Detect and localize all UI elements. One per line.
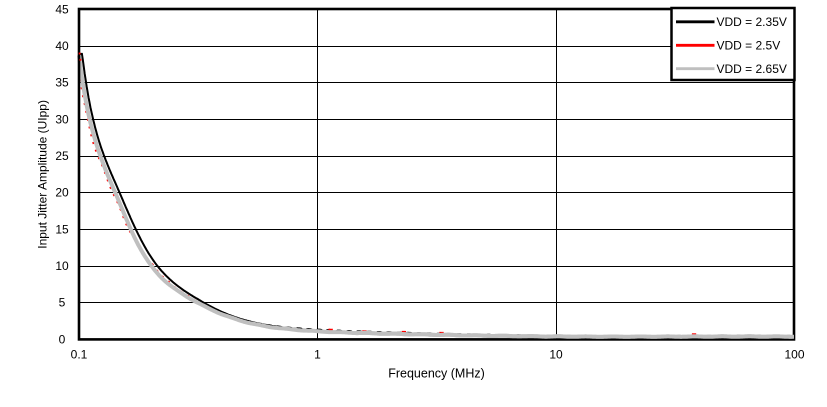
svg-text:10: 10 — [549, 348, 563, 362]
svg-text:20: 20 — [55, 186, 69, 200]
svg-text:100: 100 — [784, 348, 804, 362]
svg-text:Frequency (MHz): Frequency (MHz) — [388, 367, 485, 381]
svg-text:35: 35 — [55, 76, 69, 90]
svg-text:0.1: 0.1 — [71, 348, 88, 362]
svg-text:1: 1 — [314, 348, 321, 362]
svg-text:VDD = 2.5V: VDD = 2.5V — [717, 39, 781, 53]
svg-text:VDD = 2.35V: VDD = 2.35V — [717, 15, 787, 29]
svg-text:5: 5 — [59, 296, 66, 310]
svg-text:VDD = 2.65V: VDD = 2.65V — [717, 62, 787, 76]
svg-text:45: 45 — [55, 2, 69, 16]
svg-text:30: 30 — [55, 112, 69, 126]
svg-text:Input Jitter Amplitude (UIpp): Input Jitter Amplitude (UIpp) — [36, 100, 50, 249]
svg-text:40: 40 — [55, 39, 69, 53]
svg-text:25: 25 — [55, 149, 69, 163]
svg-text:10: 10 — [55, 259, 69, 273]
svg-text:0: 0 — [59, 332, 66, 346]
svg-text:15: 15 — [55, 222, 69, 236]
